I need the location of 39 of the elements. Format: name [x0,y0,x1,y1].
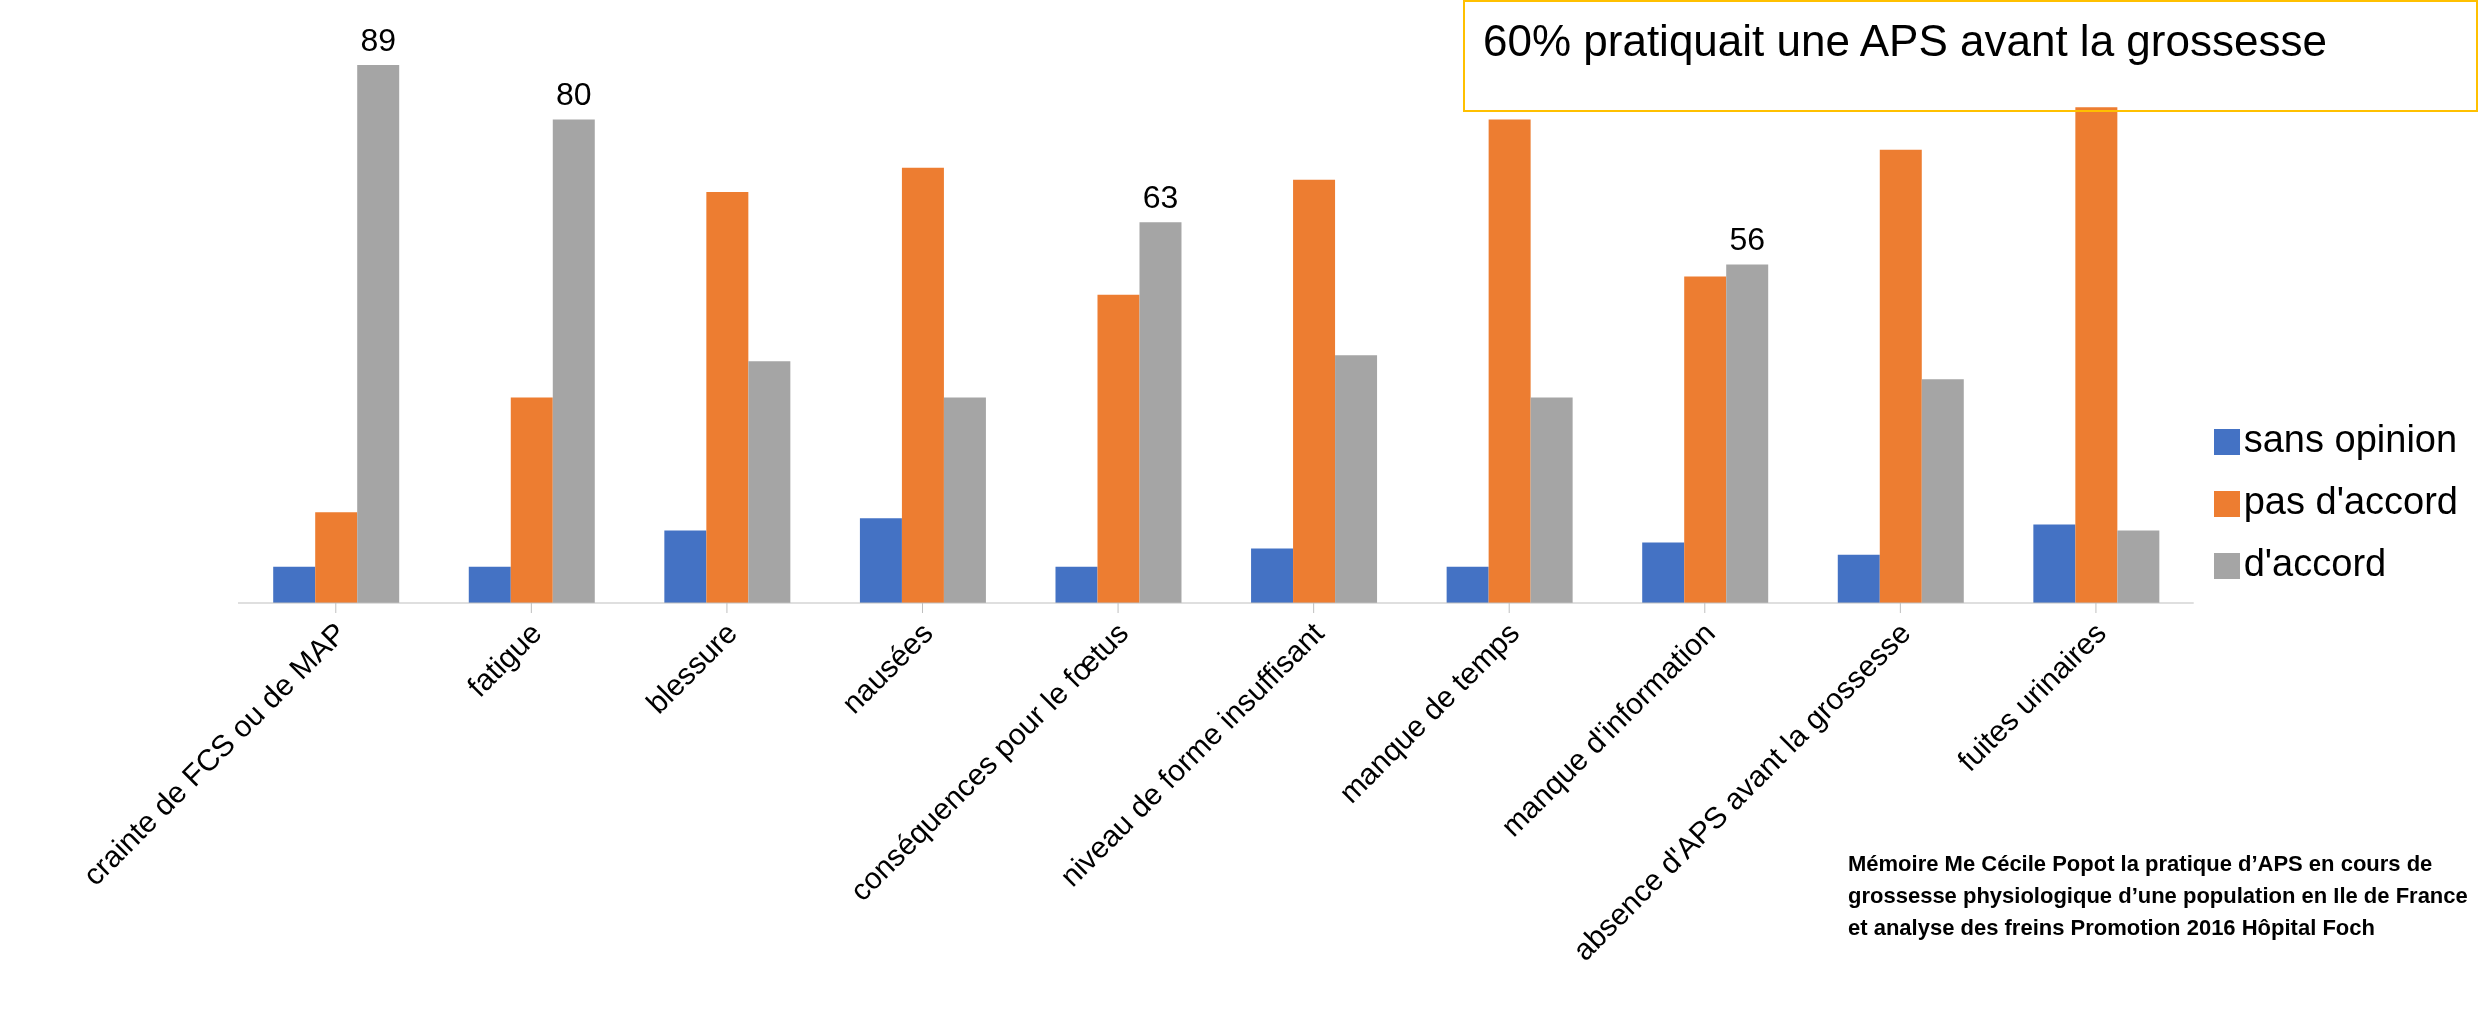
bar [273,566,316,603]
text-box: 60% pratiquait une APS avant la grossesse [1463,0,2478,112]
bar [1293,179,1336,603]
data-label: 89 [360,22,396,58]
bar [859,518,902,603]
bar [2033,524,2076,603]
bar [510,397,553,603]
bar [1446,566,1489,603]
legend-label: d'accord [2243,542,2387,584]
bar [2117,530,2160,603]
bar [1251,548,1294,603]
bar [1335,355,1378,603]
data-label: 56 [1729,221,1765,258]
bar [706,191,749,603]
legend-label: sans opinion [2243,418,2458,460]
bar [552,119,595,603]
bar [664,530,707,603]
data-label: 80 [555,76,592,113]
bar [748,361,791,603]
data-label: 63 [1142,179,1179,216]
bar [1684,276,1727,603]
bar [901,167,944,603]
bar [1488,119,1531,603]
bar [1055,566,1098,603]
bar [1726,264,1769,603]
bar [357,65,400,603]
bar [1139,222,1182,603]
bar [1530,397,1573,603]
bar [315,512,358,603]
bar [468,566,511,603]
bar [943,397,986,603]
bar [1837,554,1880,603]
bar [1097,294,1140,603]
bar [1642,542,1685,603]
bar [1879,149,1922,603]
legend-label: pas d'accord [2243,480,2458,522]
bar [2075,107,2118,603]
bar [1921,379,1964,603]
text: Mémoire Me Cécile Popot la pratique d’APS en cours de grossesse physiologique d’une population en Ile de France et analyse des freins Promotion 2016 Hôpital Foch [1848,850,2468,942]
